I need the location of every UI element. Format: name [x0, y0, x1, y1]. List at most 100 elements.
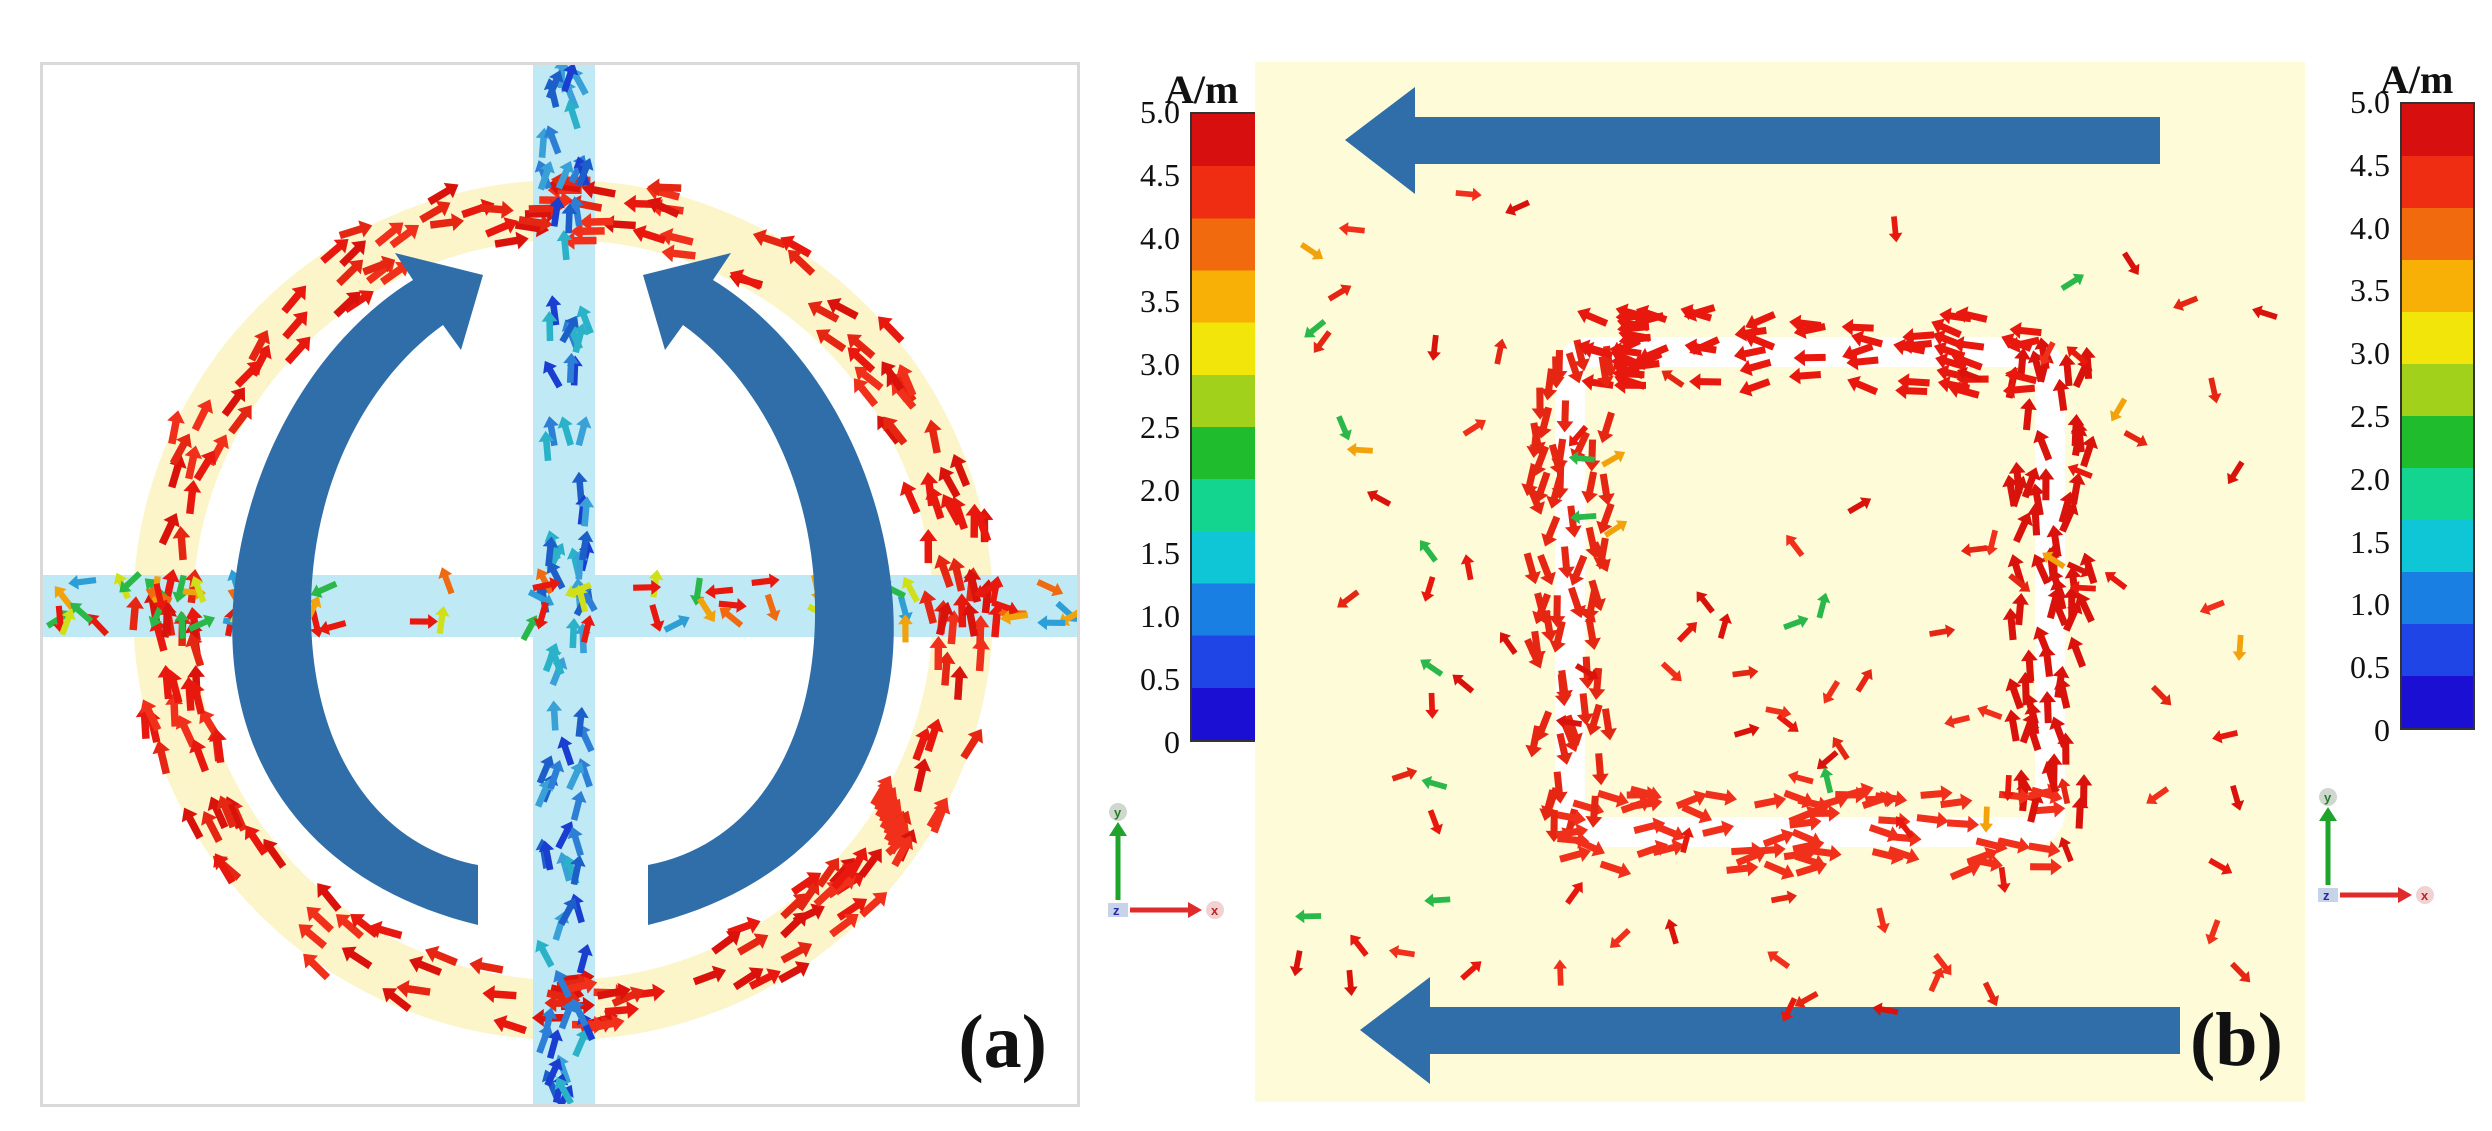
axis-y-label-a: y	[1114, 805, 1122, 820]
scatter-arrow	[1984, 529, 1998, 556]
strip-arrow	[897, 614, 913, 643]
ring-arrow	[191, 399, 214, 432]
scatter-arrow	[2212, 730, 2239, 744]
strip-arrow	[543, 360, 563, 389]
square-arrow	[1585, 703, 1603, 736]
strip-arrow	[555, 160, 574, 190]
strip-arrow	[569, 67, 589, 96]
scatter-arrow	[1391, 766, 1418, 782]
axis-z-label-b: z	[2323, 888, 2330, 903]
ring-arrow	[335, 914, 364, 940]
scatter-arrow	[1337, 589, 1360, 608]
square-arrow	[2033, 626, 2053, 658]
strip-arrow	[542, 536, 559, 567]
square-arrow	[1635, 304, 1668, 323]
square-arrow	[1933, 341, 1966, 360]
ring-arrow	[826, 298, 859, 320]
strip-arrow	[557, 736, 575, 766]
square-arrow	[1524, 638, 1544, 669]
square-arrow	[2020, 649, 2038, 682]
square-arrow	[1842, 342, 1874, 362]
strip-arrow	[553, 969, 572, 999]
scatter-arrow	[1574, 663, 1599, 681]
square-arrow	[1591, 753, 1609, 786]
ring-arrow	[780, 941, 813, 964]
scatter-arrow	[1452, 674, 1475, 694]
square-arrow	[1788, 367, 1822, 385]
colorbar-tick: 1.0	[1140, 598, 1180, 634]
strip-arrow	[561, 65, 579, 93]
ring-arrow	[396, 979, 431, 998]
scatter-arrow	[2066, 561, 2092, 578]
square-arrow	[2039, 691, 2056, 724]
ring-arrow	[791, 872, 822, 896]
square-current-arrows	[1521, 303, 2099, 881]
ring-arrow	[748, 968, 781, 990]
ring-arrow	[971, 508, 992, 543]
strip-arrow	[572, 1028, 591, 1058]
square-arrow	[1841, 782, 1874, 800]
square-arrow	[1733, 345, 1766, 363]
strip-arrow	[153, 583, 168, 612]
scatter-arrow	[1427, 809, 1443, 835]
ring-arrow	[189, 739, 209, 773]
ring-arrow	[949, 454, 971, 487]
square-arrow	[1689, 336, 1720, 356]
strip-arrow	[570, 790, 587, 821]
square-arrow	[1946, 815, 1980, 833]
square-arrow	[1846, 353, 1879, 371]
scatter-arrow	[2230, 784, 2245, 811]
square-arrow	[1952, 336, 1985, 353]
ring-arrow	[929, 636, 948, 671]
square-arrow	[1585, 795, 1603, 828]
ring-arrow	[924, 718, 944, 753]
strip-arrow	[561, 203, 578, 234]
right-flow-arrow-icon	[643, 253, 894, 925]
square-arrow	[1596, 502, 1615, 534]
strip-arrow	[564, 99, 581, 130]
colorbar-a-unit: A/m	[1165, 67, 1239, 112]
strip-arrow	[897, 595, 913, 624]
strip-arrow	[1036, 579, 1064, 597]
scatter-arrow	[1346, 442, 1373, 457]
ring-arrow	[924, 419, 942, 454]
scatter-arrow	[1888, 216, 1903, 243]
scatter-arrow	[1680, 827, 1694, 854]
strip-arrow	[573, 584, 589, 613]
scatter-arrow	[2232, 634, 2247, 661]
square-arrow	[1975, 837, 2008, 855]
ring-arrow	[157, 665, 176, 700]
square-arrow	[1551, 438, 1569, 471]
strip-arrow	[575, 158, 594, 188]
scatter-arrow	[1460, 554, 1475, 581]
square-arrow	[1702, 820, 1734, 837]
square-arrow	[2028, 483, 2046, 516]
ring-arrow	[920, 472, 939, 507]
square-arrow	[1847, 376, 1879, 396]
scatter-arrow	[1944, 714, 1971, 729]
square-arrow	[1591, 541, 1611, 573]
ring-arrow	[350, 913, 380, 938]
strip-arrow	[571, 471, 588, 502]
ring-arrow	[953, 593, 971, 628]
ring-arrow	[972, 637, 991, 672]
square-arrow	[1874, 790, 1908, 808]
square-arrow	[2002, 608, 2020, 641]
square-arrow	[2075, 774, 2093, 807]
square-arrow	[1735, 847, 1767, 867]
ring-arrow	[831, 861, 857, 890]
strip-arrow	[663, 615, 690, 633]
ring-arrow	[780, 893, 808, 920]
scatter-arrow	[1603, 520, 1628, 538]
square-arrow	[1734, 324, 1767, 342]
square-arrow	[2021, 467, 2041, 499]
scatter-arrow	[1770, 890, 1797, 905]
strip-arrow	[576, 944, 593, 974]
scatter-arrow	[1765, 705, 1792, 720]
ring-arrow	[281, 285, 307, 314]
scatter-arrow	[2001, 774, 2015, 802]
ring-arrow	[282, 311, 308, 340]
square-arrow	[1556, 400, 1574, 433]
ring-arrow	[429, 213, 465, 232]
ring-arrow	[419, 200, 451, 223]
